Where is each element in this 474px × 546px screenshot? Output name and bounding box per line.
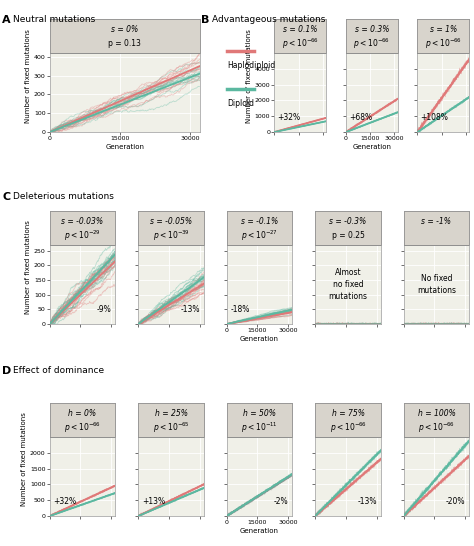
- Text: D: D: [2, 366, 12, 376]
- Text: $p < 10^{-65}$: $p < 10^{-65}$: [153, 420, 190, 435]
- FancyBboxPatch shape: [50, 403, 115, 437]
- Text: $p < 10^{-29}$: $p < 10^{-29}$: [64, 228, 101, 242]
- Text: C: C: [2, 192, 10, 202]
- Text: +32%: +32%: [277, 113, 301, 122]
- Text: s = 0.1%: s = 0.1%: [283, 25, 318, 34]
- FancyBboxPatch shape: [404, 211, 469, 245]
- Text: -2%: -2%: [273, 497, 288, 506]
- Text: -9%: -9%: [97, 305, 111, 314]
- X-axis label: Generation: Generation: [352, 144, 392, 150]
- Text: $p < 10^{-66}$: $p < 10^{-66}$: [282, 36, 319, 51]
- FancyBboxPatch shape: [274, 19, 326, 53]
- Text: s = -1%: s = -1%: [421, 217, 452, 225]
- Text: A: A: [2, 15, 11, 25]
- FancyBboxPatch shape: [315, 403, 381, 437]
- Text: Almost
no fixed
mutations: Almost no fixed mutations: [328, 268, 367, 301]
- FancyBboxPatch shape: [138, 211, 204, 245]
- Text: s = -0.05%: s = -0.05%: [150, 217, 192, 225]
- FancyBboxPatch shape: [227, 211, 292, 245]
- Text: $p < 10^{-66}$: $p < 10^{-66}$: [329, 420, 366, 435]
- Text: s = 0.3%: s = 0.3%: [355, 25, 389, 34]
- Text: Advantageous mutations: Advantageous mutations: [212, 15, 326, 24]
- Text: $p < 10^{-27}$: $p < 10^{-27}$: [241, 228, 278, 242]
- Text: s = 1%: s = 1%: [430, 25, 457, 34]
- FancyBboxPatch shape: [404, 403, 469, 437]
- Text: Neutral mutations: Neutral mutations: [13, 15, 96, 24]
- Text: h = 75%: h = 75%: [331, 409, 365, 418]
- Y-axis label: Number of fixed mutations: Number of fixed mutations: [25, 221, 31, 314]
- Text: Diploid: Diploid: [227, 99, 254, 108]
- Y-axis label: Number of fixed mutations: Number of fixed mutations: [21, 413, 27, 507]
- FancyBboxPatch shape: [138, 403, 204, 437]
- FancyBboxPatch shape: [50, 19, 200, 53]
- Text: B: B: [201, 15, 210, 25]
- Text: $p < 10^{-66}$: $p < 10^{-66}$: [418, 420, 455, 435]
- Text: +13%: +13%: [142, 497, 165, 506]
- Text: s = -0.3%: s = -0.3%: [329, 217, 366, 225]
- Text: $p < 10^{-66}$: $p < 10^{-66}$: [64, 420, 101, 435]
- FancyBboxPatch shape: [346, 19, 398, 53]
- Text: p = 0.25: p = 0.25: [332, 231, 365, 240]
- X-axis label: Generation: Generation: [240, 336, 279, 342]
- Text: $p < 10^{-39}$: $p < 10^{-39}$: [153, 228, 190, 242]
- Y-axis label: Number of fixed mutations: Number of fixed mutations: [246, 28, 252, 122]
- Y-axis label: Number of fixed mutations: Number of fixed mutations: [25, 28, 31, 122]
- Text: +108%: +108%: [420, 113, 448, 122]
- Text: p = 0.13: p = 0.13: [108, 39, 141, 48]
- Text: h = 100%: h = 100%: [418, 409, 456, 418]
- Text: s = 0%: s = 0%: [111, 25, 138, 34]
- X-axis label: Generation: Generation: [240, 528, 279, 534]
- Text: Haplodiploid: Haplodiploid: [227, 61, 275, 70]
- Text: -13%: -13%: [181, 305, 200, 314]
- Text: -13%: -13%: [357, 497, 377, 506]
- Text: -20%: -20%: [446, 497, 465, 506]
- Text: -18%: -18%: [231, 305, 250, 314]
- FancyBboxPatch shape: [418, 19, 469, 53]
- Text: +68%: +68%: [349, 113, 372, 122]
- FancyBboxPatch shape: [50, 211, 115, 245]
- Text: s = -0.1%: s = -0.1%: [241, 217, 278, 225]
- Text: Effect of dominance: Effect of dominance: [13, 366, 104, 375]
- Text: +32%: +32%: [54, 497, 77, 506]
- FancyBboxPatch shape: [227, 403, 292, 437]
- Text: h = 0%: h = 0%: [68, 409, 97, 418]
- Text: Deleterious mutations: Deleterious mutations: [13, 192, 114, 201]
- Text: No fixed
mutations: No fixed mutations: [417, 274, 456, 295]
- Text: h = 50%: h = 50%: [243, 409, 276, 418]
- X-axis label: Generation: Generation: [105, 144, 144, 150]
- Text: s = -0.03%: s = -0.03%: [62, 217, 104, 225]
- Text: $p < 10^{-66}$: $p < 10^{-66}$: [353, 36, 390, 51]
- Text: $p < 10^{-66}$: $p < 10^{-66}$: [425, 36, 462, 51]
- Text: h = 25%: h = 25%: [155, 409, 188, 418]
- Text: $p < 10^{-11}$: $p < 10^{-11}$: [241, 420, 278, 435]
- FancyBboxPatch shape: [315, 211, 381, 245]
